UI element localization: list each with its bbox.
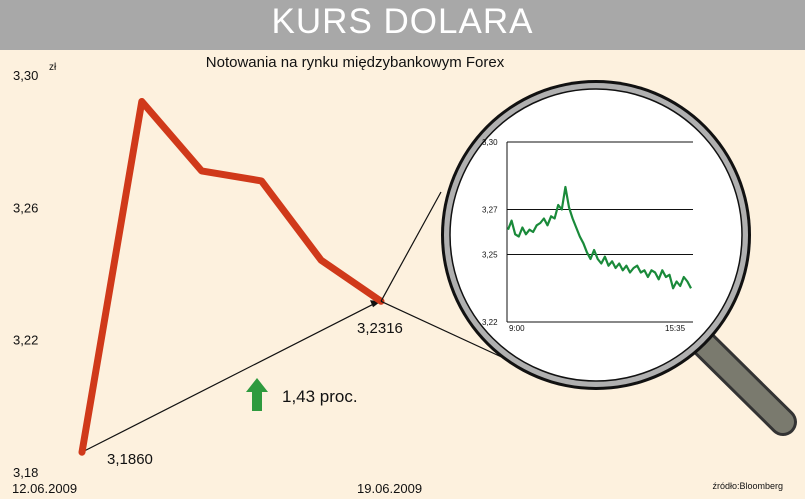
y-tick-label: 3,22 xyxy=(13,333,38,348)
source-note: źródło:Bloomberg xyxy=(712,481,783,491)
y-tick-label: 3,26 xyxy=(13,200,38,215)
inset-y-tick-label: 3,25 xyxy=(482,251,498,260)
zoom-connector xyxy=(380,191,442,302)
page-title: KURS DOLARA xyxy=(271,2,534,41)
start-value-label: 3,1860 xyxy=(107,451,153,468)
title-banner: KURS DOLARA xyxy=(0,0,805,50)
x-tick-label: 19.06.2009 xyxy=(357,481,422,496)
up-arrow-icon xyxy=(246,378,268,411)
inset-series-line xyxy=(506,185,692,290)
change-label: 1,43 proc. xyxy=(282,387,358,406)
unit-label: zł xyxy=(49,62,57,73)
y-tick-label: 3,30 xyxy=(13,68,38,83)
inset-y-tick-label: 3,22 xyxy=(482,318,498,327)
trend-line xyxy=(81,302,376,453)
x-tick-label: 12.06.2009 xyxy=(12,481,77,496)
y-tick-label: 3,18 xyxy=(13,465,38,480)
series-line xyxy=(78,98,385,456)
inset-y-tick-label: 3,30 xyxy=(482,138,498,147)
zoom-connector xyxy=(380,300,509,361)
inset-x-tick-label: 15:35 xyxy=(665,324,686,333)
chart-subtitle: Notowania na rynku międzybankowym Forex xyxy=(205,54,505,71)
inset-x-tick-label: 9:00 xyxy=(509,324,525,333)
magnifier-handle xyxy=(689,329,794,433)
magnifier-lens xyxy=(449,88,743,382)
inset-y-tick-label: 3,27 xyxy=(482,206,498,215)
end-value-label: 3,2316 xyxy=(357,320,403,337)
